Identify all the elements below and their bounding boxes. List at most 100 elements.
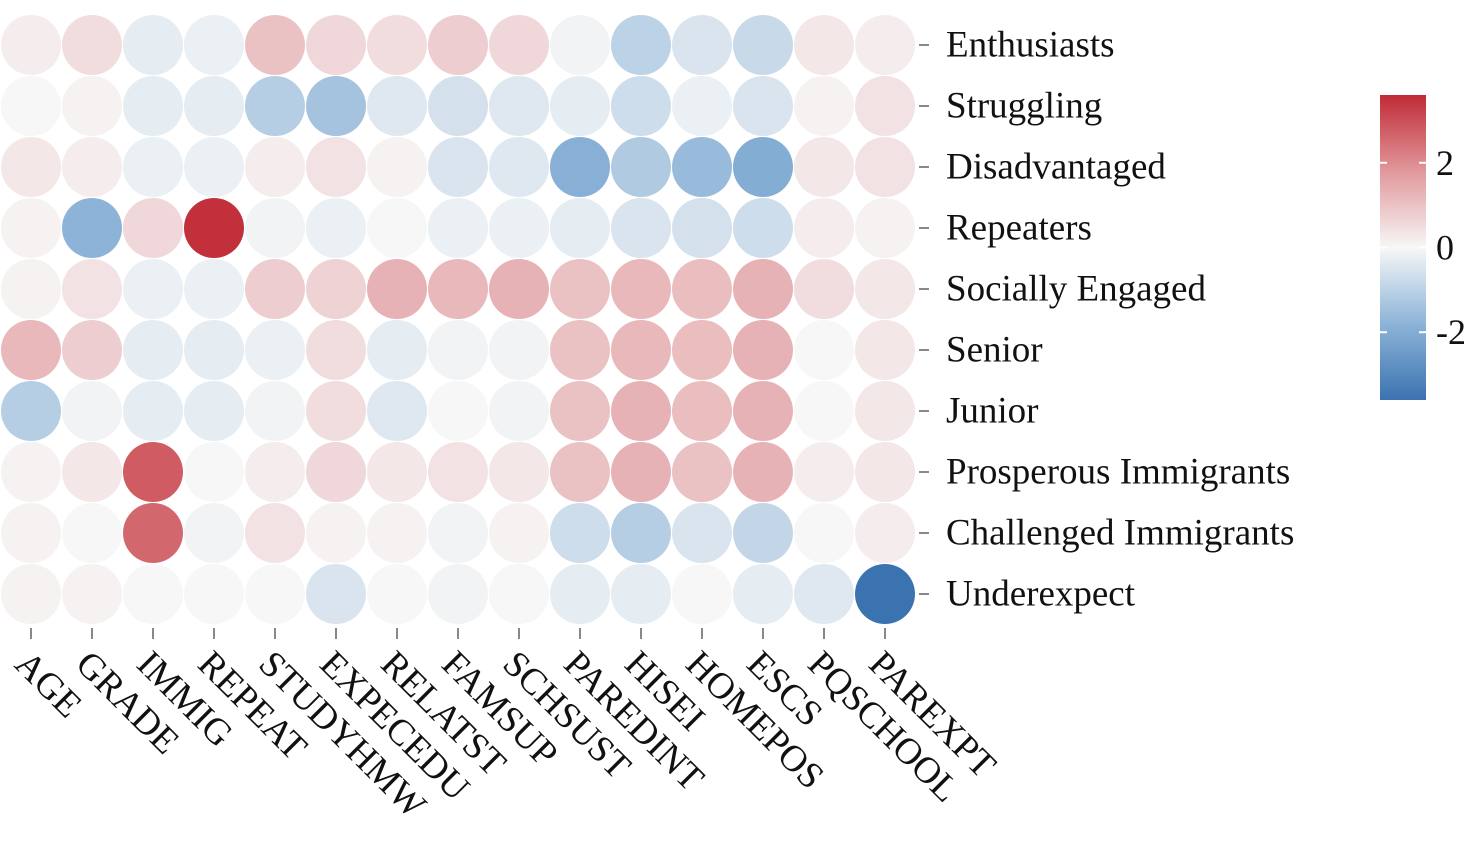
heatmap-cell bbox=[794, 259, 854, 319]
heatmap-cell bbox=[428, 137, 488, 197]
heatmap-cell bbox=[672, 442, 732, 502]
heatmap-cell bbox=[672, 15, 732, 75]
heatmap-cell bbox=[855, 259, 915, 319]
heatmap-cell bbox=[733, 198, 793, 258]
heatmap-cell bbox=[489, 442, 549, 502]
heatmap-cell bbox=[672, 381, 732, 441]
heatmap-cell bbox=[489, 137, 549, 197]
heatmap-cell bbox=[184, 76, 244, 136]
heatmap-cell bbox=[855, 381, 915, 441]
heatmap-cell bbox=[855, 76, 915, 136]
heatmap-cell bbox=[1, 381, 61, 441]
heatmap-cell bbox=[428, 381, 488, 441]
heatmap-cell bbox=[306, 259, 366, 319]
colorbar: 2 0 -2 bbox=[1380, 95, 1466, 400]
heatmap-cell bbox=[428, 198, 488, 258]
heatmap-cell bbox=[306, 564, 366, 624]
row-label: Disadvantaged bbox=[946, 147, 1166, 188]
heatmap-cell bbox=[733, 564, 793, 624]
heatmap-cell bbox=[62, 15, 122, 75]
heatmap-cell bbox=[1, 320, 61, 380]
column-labels: AGEGRADEIMMIGREPEATSTUDYHMWEXPECEDURELAT… bbox=[7, 628, 1004, 826]
heatmap-cell bbox=[672, 259, 732, 319]
heatmap-cell bbox=[428, 503, 488, 563]
heatmap-cell bbox=[489, 503, 549, 563]
heatmap-cell bbox=[733, 259, 793, 319]
heatmap-cell bbox=[1, 259, 61, 319]
heatmap-cell bbox=[611, 259, 671, 319]
row-label: Senior bbox=[946, 330, 1043, 371]
heatmap-cell bbox=[733, 15, 793, 75]
heatmap-cell bbox=[367, 320, 427, 380]
heatmap-cell bbox=[672, 503, 732, 563]
heatmap-cell bbox=[367, 503, 427, 563]
heatmap-cell bbox=[123, 259, 183, 319]
heatmap-cell bbox=[123, 320, 183, 380]
heatmap-cell bbox=[611, 442, 671, 502]
heatmap-cell bbox=[428, 76, 488, 136]
heatmap-cell bbox=[550, 15, 610, 75]
colorbar-tick-label: 2 bbox=[1436, 143, 1454, 183]
heatmap-cell bbox=[611, 503, 671, 563]
heatmap-cell bbox=[794, 76, 854, 136]
heatmap-cell bbox=[184, 381, 244, 441]
heatmap-cell bbox=[489, 76, 549, 136]
heatmap-cell bbox=[855, 15, 915, 75]
heatmap-cell bbox=[245, 137, 305, 197]
heatmap-cell bbox=[428, 320, 488, 380]
heatmap-cell bbox=[367, 564, 427, 624]
heatmap-cell bbox=[367, 259, 427, 319]
heatmap-cell bbox=[62, 503, 122, 563]
heatmap-cell bbox=[611, 15, 671, 75]
row-labels: Enthusiasts Struggling Disadvantaged Repeat… bbox=[919, 25, 1294, 615]
heatmap-cell bbox=[855, 320, 915, 380]
heatmap-cell bbox=[611, 381, 671, 441]
heatmap-cell bbox=[62, 442, 122, 502]
heatmap-cell bbox=[428, 259, 488, 319]
heatmap-cell bbox=[672, 137, 732, 197]
heatmap-cell bbox=[550, 381, 610, 441]
heatmap-cell bbox=[855, 442, 915, 502]
heatmap-cell bbox=[367, 442, 427, 502]
heatmap-cell bbox=[550, 76, 610, 136]
heatmap-cell bbox=[62, 320, 122, 380]
heatmap-cell bbox=[733, 137, 793, 197]
heatmap-cell bbox=[367, 76, 427, 136]
heatmap-cell bbox=[1, 442, 61, 502]
heatmap-cell bbox=[794, 442, 854, 502]
heatmap-cell bbox=[1, 564, 61, 624]
heatmap-cell bbox=[184, 15, 244, 75]
heatmap-cell bbox=[672, 198, 732, 258]
heatmap-cell bbox=[611, 137, 671, 197]
heatmap-cell bbox=[428, 564, 488, 624]
heatmap-cell bbox=[733, 442, 793, 502]
heatmap-cell bbox=[62, 198, 122, 258]
heatmap-cell bbox=[733, 320, 793, 380]
heatmap-cell bbox=[489, 15, 549, 75]
colorbar-gradient-bar bbox=[1380, 95, 1426, 400]
heatmap-cell bbox=[245, 503, 305, 563]
heatmap-cell bbox=[1, 137, 61, 197]
row-label: Junior bbox=[946, 391, 1039, 432]
heatmap-cell bbox=[123, 198, 183, 258]
row-label: Enthusiasts bbox=[946, 25, 1115, 66]
heatmap-cell bbox=[1, 198, 61, 258]
heatmap-cell bbox=[367, 198, 427, 258]
heatmap-cell bbox=[428, 442, 488, 502]
heatmap-cell bbox=[855, 503, 915, 563]
heatmap-cell bbox=[550, 137, 610, 197]
heatmap-cell bbox=[306, 76, 366, 136]
heatmap-cell bbox=[184, 198, 244, 258]
heatmap-cell bbox=[245, 442, 305, 502]
heatmap-cell bbox=[489, 320, 549, 380]
heatmap-cell bbox=[489, 198, 549, 258]
heatmap-cell bbox=[367, 381, 427, 441]
heatmap-cell bbox=[489, 381, 549, 441]
heatmap-cell bbox=[123, 76, 183, 136]
heatmap-cell bbox=[733, 76, 793, 136]
heatmap-cell bbox=[611, 320, 671, 380]
row-label: Challenged Immigrants bbox=[946, 513, 1294, 554]
colorbar-tick-label: -2 bbox=[1436, 312, 1466, 352]
heatmap-cell bbox=[550, 503, 610, 563]
heatmap-cell bbox=[855, 564, 915, 624]
